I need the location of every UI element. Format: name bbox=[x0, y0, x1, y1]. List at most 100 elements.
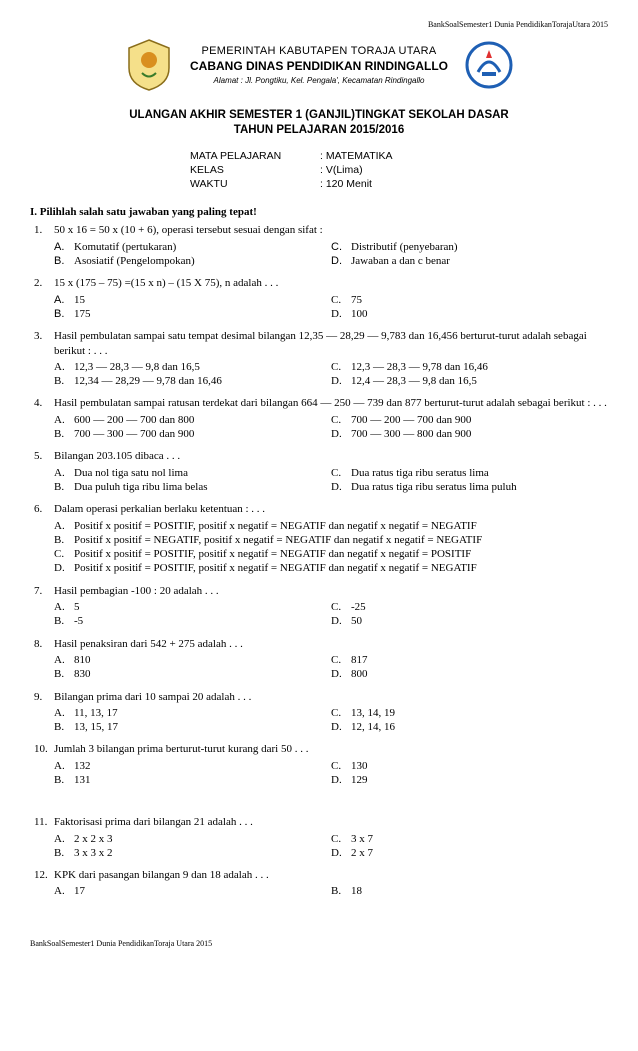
option: C.75 bbox=[331, 293, 608, 307]
option-text: 2 x 7 bbox=[351, 846, 373, 860]
option-text: 700 — 300 — 800 dan 900 bbox=[351, 427, 471, 441]
option: A.17 bbox=[54, 884, 331, 898]
option: B.830 bbox=[54, 667, 331, 681]
option-letter: A. bbox=[54, 759, 74, 773]
question-text: Hasil pembulatan sampai ratusan terdekat… bbox=[54, 396, 608, 410]
education-logo-icon bbox=[464, 38, 514, 92]
question: 6.Dalam operasi perkalian berlaku ketent… bbox=[54, 502, 608, 575]
question-text: Jumlah 3 bilangan prima berturut-turut k… bbox=[54, 742, 608, 756]
question-number: 1. bbox=[34, 223, 42, 237]
option: A.Dua nol tiga satu nol lima bbox=[54, 466, 331, 480]
option-text: 830 bbox=[74, 667, 91, 681]
option-text: 132 bbox=[74, 759, 91, 773]
option: C.Distributif (penyebaran) bbox=[331, 240, 608, 254]
option-letter: C. bbox=[331, 653, 351, 667]
exam-info: MATA PELAJARAN: MATEMATIKA KELAS: V(Lima… bbox=[190, 150, 608, 191]
option-text: 100 bbox=[351, 307, 368, 321]
question: 7.Hasil pembagian -100 : 20 adalah . . .… bbox=[54, 584, 608, 629]
option-text: 5 bbox=[74, 600, 80, 614]
option-text: 129 bbox=[351, 773, 368, 787]
options: A.Komutatif (pertukaran)B.Asosiatif (Pen… bbox=[54, 240, 608, 269]
coat-of-arms-icon bbox=[124, 38, 174, 92]
letterhead: PEMERINTAH KABUTAPEN TORAJA UTARA CABANG… bbox=[30, 38, 608, 92]
option: B.13, 15, 17 bbox=[54, 720, 331, 734]
footer-text: BankSoalSemester1 Dunia PendidikanToraja… bbox=[30, 939, 608, 949]
option: D.800 bbox=[331, 667, 608, 681]
option-letter: D. bbox=[331, 374, 351, 388]
option-text: Jawaban a dan c benar bbox=[351, 254, 450, 268]
option-letter: A. bbox=[54, 413, 74, 427]
option-letter: C. bbox=[331, 240, 351, 254]
option: C.13, 14, 19 bbox=[331, 706, 608, 720]
option: B.12,34 — 28,29 — 9,78 dan 16,46 bbox=[54, 374, 331, 388]
option: A.Positif x positif = POSITIF, positif x… bbox=[54, 519, 608, 533]
question-number: 9. bbox=[34, 690, 42, 704]
option-text: Komutatif (pertukaran) bbox=[74, 240, 176, 254]
option-letter: B. bbox=[54, 773, 74, 787]
address-line: Alamat : Jl. Pongtiku, Kel. Pengala', Ke… bbox=[190, 76, 448, 86]
option-text: Positif x positif = POSITIF, positif x n… bbox=[74, 547, 471, 561]
option: A.15 bbox=[54, 293, 331, 307]
option: D.12, 14, 16 bbox=[331, 720, 608, 734]
subject-label: MATA PELAJARAN bbox=[190, 150, 320, 164]
options: A.11, 13, 17B.13, 15, 17C.13, 14, 19D.12… bbox=[54, 706, 608, 735]
option-text: 12, 14, 16 bbox=[351, 720, 395, 734]
option-text: 12,3 — 28,3 — 9,78 dan 16,46 bbox=[351, 360, 488, 374]
question-number: 2. bbox=[34, 276, 42, 290]
option-text: 3 x 3 x 2 bbox=[74, 846, 113, 860]
option: C.Dua ratus tiga ribu seratus lima bbox=[331, 466, 608, 480]
question-number: 11. bbox=[34, 815, 47, 829]
option-text: 12,3 — 28,3 — 9,8 dan 16,5 bbox=[74, 360, 200, 374]
question-text: Hasil pembagian -100 : 20 adalah . . . bbox=[54, 584, 608, 598]
section-instruction: I. Pilihlah salah satu jawaban yang pali… bbox=[30, 205, 608, 219]
option-letter: C. bbox=[331, 832, 351, 846]
question: 9.Bilangan prima dari 10 sampai 20 adala… bbox=[54, 690, 608, 735]
option-letter: D. bbox=[331, 307, 351, 321]
option: D.50 bbox=[331, 614, 608, 628]
option: A.11, 13, 17 bbox=[54, 706, 331, 720]
question: 8.Hasil penaksiran dari 542 + 275 adalah… bbox=[54, 637, 608, 682]
option-letter: D. bbox=[331, 720, 351, 734]
option-text: 2 x 2 x 3 bbox=[74, 832, 113, 846]
option-text: 131 bbox=[74, 773, 91, 787]
question-text: Bilangan prima dari 10 sampai 20 adalah … bbox=[54, 690, 608, 704]
option: D.129 bbox=[331, 773, 608, 787]
option: A.600 — 200 — 700 dan 800 bbox=[54, 413, 331, 427]
question-text: KPK dari pasangan bilangan 9 dan 18 adal… bbox=[54, 868, 608, 882]
option-letter: D. bbox=[331, 614, 351, 628]
option-letter: C. bbox=[331, 759, 351, 773]
option-text: 700 — 300 — 700 dan 900 bbox=[74, 427, 194, 441]
option-letter: C. bbox=[331, 413, 351, 427]
option-letter: A. bbox=[54, 293, 74, 307]
option-text: -25 bbox=[351, 600, 366, 614]
option-text: Distributif (penyebaran) bbox=[351, 240, 458, 254]
option-letter: D. bbox=[331, 667, 351, 681]
question-number: 7. bbox=[34, 584, 42, 598]
option-letter: A. bbox=[54, 466, 74, 480]
option: A.12,3 — 28,3 — 9,8 dan 16,5 bbox=[54, 360, 331, 374]
question: 3.Hasil pembulatan sampai satu tempat de… bbox=[54, 329, 608, 388]
question-number: 10. bbox=[34, 742, 48, 756]
option-letter: D. bbox=[331, 773, 351, 787]
option-letter: B. bbox=[54, 427, 74, 441]
option: A.132 bbox=[54, 759, 331, 773]
option-text: Positif x positif = NEGATIF, positif x n… bbox=[74, 533, 482, 547]
option: D.12,4 — 28,3 — 9,8 dan 16,5 bbox=[331, 374, 608, 388]
option-letter: D. bbox=[331, 254, 351, 268]
option-text: Positif x positif = POSITIF, positif x n… bbox=[74, 561, 477, 575]
option: A.2 x 2 x 3 bbox=[54, 832, 331, 846]
question-number: 4. bbox=[34, 396, 42, 410]
option-letter: C. bbox=[331, 360, 351, 374]
option: C.817 bbox=[331, 653, 608, 667]
options: A.810B.830C.817D.800 bbox=[54, 653, 608, 682]
time-value: : 120 Menit bbox=[320, 178, 372, 192]
gov-line-1: PEMERINTAH KABUTAPEN TORAJA UTARA bbox=[190, 44, 448, 58]
question: 4.Hasil pembulatan sampai ratusan terdek… bbox=[54, 396, 608, 441]
option: C.Positif x positif = POSITIF, positif x… bbox=[54, 547, 608, 561]
question-text: 50 x 16 = 50 x (10 + 6), operasi tersebu… bbox=[54, 223, 608, 237]
option: C.700 — 200 — 700 dan 900 bbox=[331, 413, 608, 427]
question: 10.Jumlah 3 bilangan prima berturut-turu… bbox=[54, 742, 608, 787]
question-number: 12. bbox=[34, 868, 48, 882]
option-letter: A. bbox=[54, 706, 74, 720]
question-text: Hasil penaksiran dari 542 + 275 adalah .… bbox=[54, 637, 608, 651]
